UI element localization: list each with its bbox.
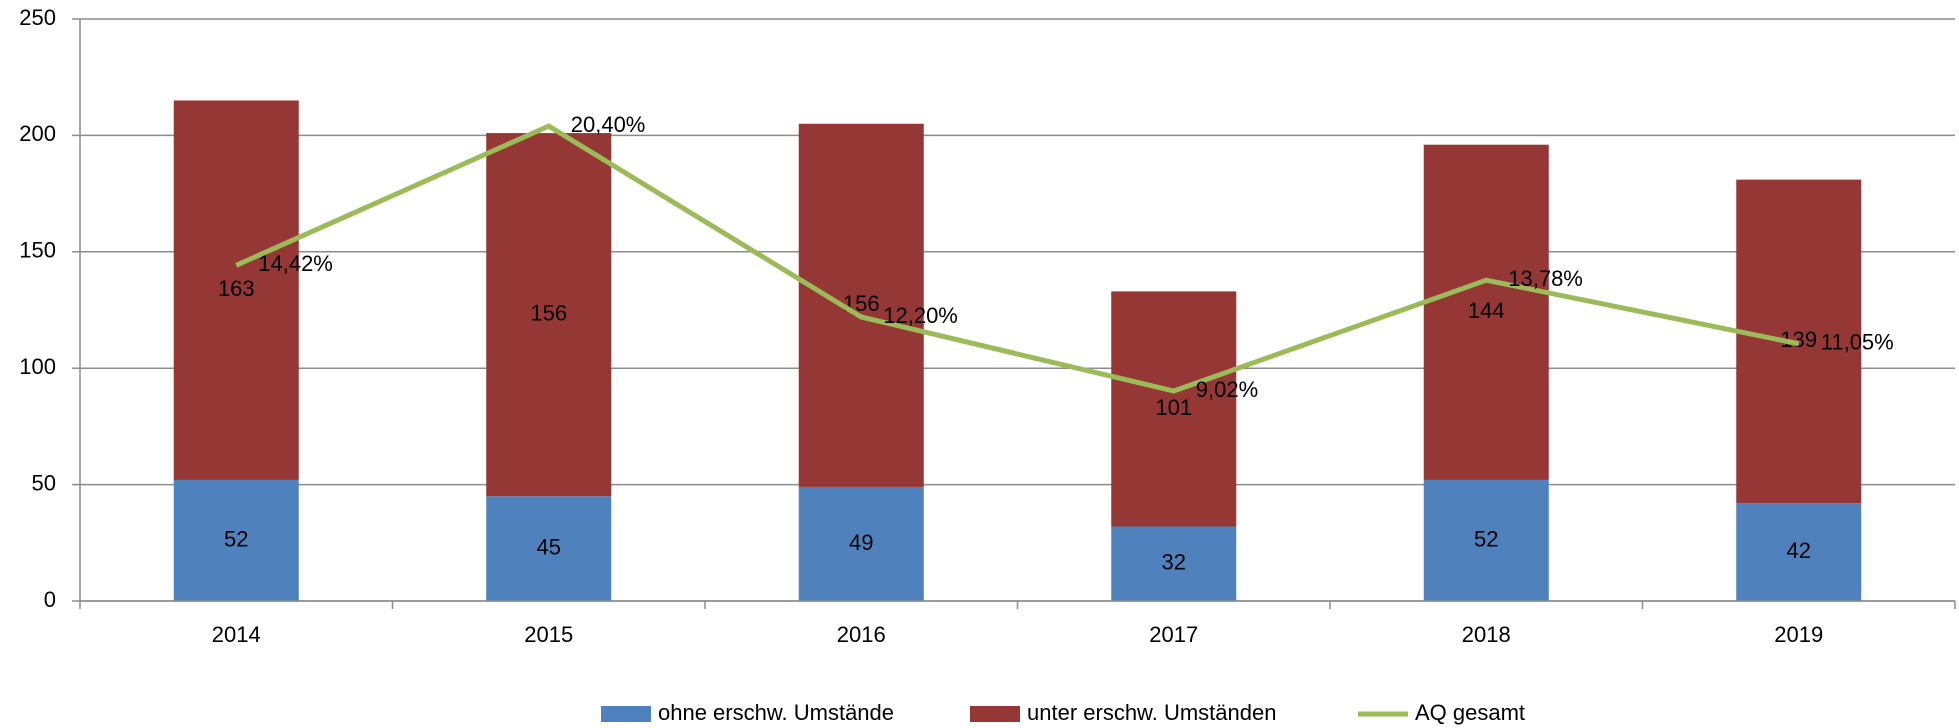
y-tick-label: 0 — [44, 587, 56, 612]
data-label: 49 — [849, 530, 873, 555]
bar-segment — [1423, 479, 1549, 601]
data-label: 13,78% — [1508, 266, 1583, 291]
legend-label: AQ gesamt — [1415, 700, 1525, 725]
x-tick-label: 2018 — [1462, 622, 1511, 647]
bar-segment — [1111, 291, 1237, 527]
legend-swatch — [970, 706, 1020, 722]
data-label: 12,20% — [883, 303, 958, 328]
legend-swatch — [601, 706, 651, 722]
bar-segment — [798, 123, 924, 487]
bar-segment — [1423, 144, 1549, 480]
x-tick-label: 2017 — [1149, 622, 1198, 647]
y-tick-label: 250 — [19, 5, 56, 30]
data-label: 45 — [537, 534, 561, 559]
data-label: 52 — [1474, 526, 1498, 551]
data-label: 42 — [1787, 538, 1811, 563]
data-label: 9,02% — [1196, 377, 1258, 402]
data-label: 163 — [218, 276, 255, 301]
x-tick-label: 2015 — [524, 622, 573, 647]
bar-segment — [173, 479, 299, 601]
data-label: 101 — [1155, 395, 1192, 420]
bar-segment — [486, 496, 612, 601]
legend-label: ohne erschw. Umstände — [658, 700, 894, 725]
data-label: 11,05% — [1821, 330, 1894, 355]
x-tick-label: 2016 — [837, 622, 886, 647]
data-label: 144 — [1468, 298, 1505, 323]
y-tick-label: 50 — [32, 470, 56, 495]
data-label: 156 — [843, 291, 880, 316]
x-tick-label: 2014 — [212, 622, 261, 647]
y-tick-label: 150 — [19, 238, 56, 263]
y-tick-label: 100 — [19, 354, 56, 379]
line — [235, 123, 1800, 394]
bar-segment — [173, 100, 299, 480]
x-tick-label: 2019 — [1774, 622, 1823, 647]
bar-segment — [486, 133, 612, 497]
data-label: 14,42% — [258, 251, 333, 276]
legend-label: unter erschw. Umständen — [1027, 700, 1276, 725]
data-label: 20,40% — [571, 112, 646, 137]
bar-segment — [1111, 526, 1237, 601]
y-tick-label: 200 — [19, 121, 56, 146]
data-label: 32 — [1162, 550, 1186, 575]
bar-segment — [1736, 503, 1862, 601]
bar-segment — [798, 486, 924, 601]
data-label: 52 — [224, 526, 248, 551]
data-label: 156 — [530, 300, 567, 325]
